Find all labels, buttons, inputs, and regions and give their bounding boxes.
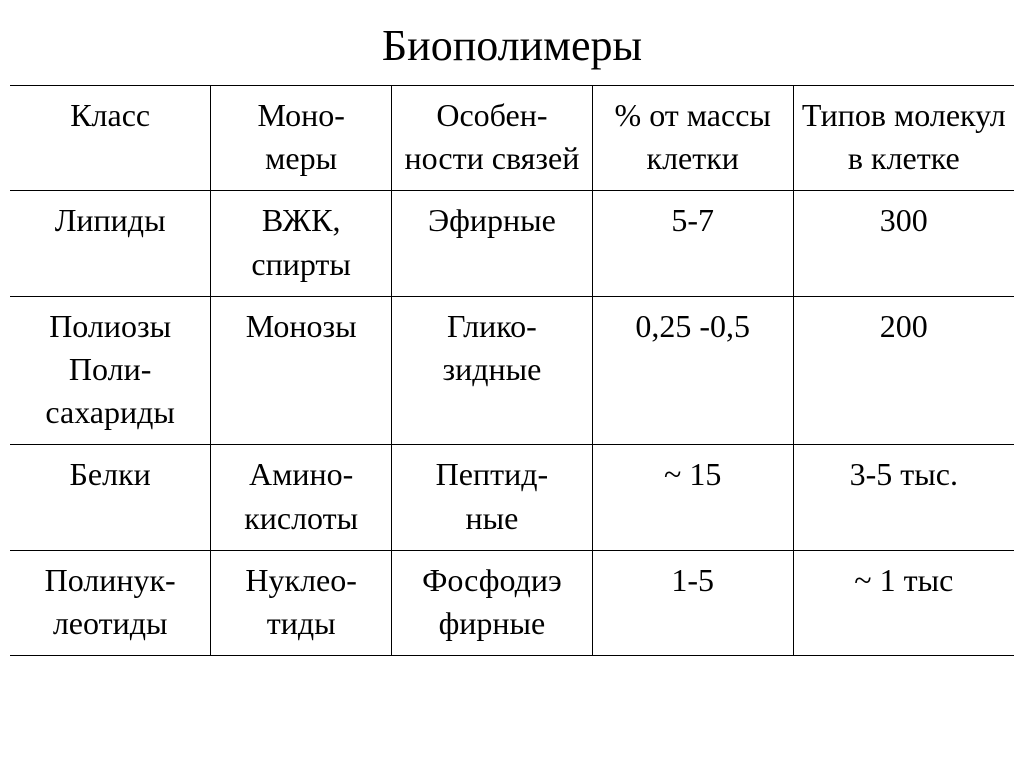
cell-mol-types: 3-5 тыс. — [793, 445, 1014, 550]
cell-mol-types: ~ 1 тыс — [793, 550, 1014, 655]
header-mass-pct: % от массы клетки — [592, 86, 793, 191]
table-row: Белки Амино-кислоты Пептид-ные ~ 15 3-5 … — [10, 445, 1014, 550]
cell-class: Белки — [10, 445, 211, 550]
cell-class: Липиды — [10, 191, 211, 296]
cell-bonds: Эфирные — [392, 191, 593, 296]
cell-mass-pct: 0,25 -0,5 — [592, 296, 793, 445]
table-row: Полинук-леотиды Нуклео-тиды Фосфодиэфирн… — [10, 550, 1014, 655]
cell-monomers: Амино-кислоты — [211, 445, 392, 550]
slide: Биополимеры Класс Моно-меры Особен-ности… — [0, 0, 1024, 767]
cell-mol-types: 300 — [793, 191, 1014, 296]
cell-bonds: Пептид-ные — [392, 445, 593, 550]
header-bonds: Особен-ности связей — [392, 86, 593, 191]
cell-mass-pct: 1-5 — [592, 550, 793, 655]
table-row: Липиды ВЖК, спирты Эфирные 5-7 300 — [10, 191, 1014, 296]
biopolymers-table: Класс Моно-меры Особен-ности связей % от… — [10, 85, 1014, 656]
slide-title: Биополимеры — [10, 20, 1014, 71]
header-monomers: Моно-меры — [211, 86, 392, 191]
cell-mass-pct: 5-7 — [592, 191, 793, 296]
cell-monomers: ВЖК, спирты — [211, 191, 392, 296]
cell-mass-pct: ~ 15 — [592, 445, 793, 550]
cell-monomers: Монозы — [211, 296, 392, 445]
cell-bonds: Глико-зидные — [392, 296, 593, 445]
cell-bonds: Фосфодиэфирные — [392, 550, 593, 655]
cell-class: Полинук-леотиды — [10, 550, 211, 655]
cell-monomers: Нуклео-тиды — [211, 550, 392, 655]
table-row: ПолиозыПоли-сахариды Монозы Глико-зидные… — [10, 296, 1014, 445]
cell-mol-types: 200 — [793, 296, 1014, 445]
header-class: Класс — [10, 86, 211, 191]
cell-class: ПолиозыПоли-сахариды — [10, 296, 211, 445]
header-mol-types: Типов молекул в клетке — [793, 86, 1014, 191]
table-header-row: Класс Моно-меры Особен-ности связей % от… — [10, 86, 1014, 191]
